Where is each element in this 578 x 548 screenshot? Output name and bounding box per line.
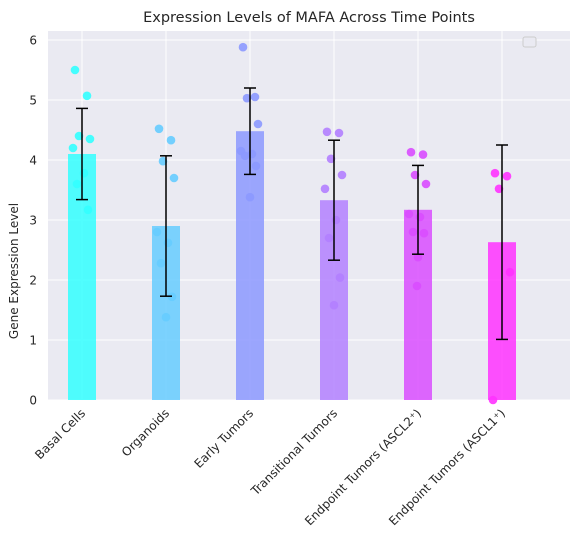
data-point — [156, 258, 166, 268]
y-tick-label: 6 — [29, 34, 37, 48]
data-point — [169, 173, 179, 183]
data-point — [79, 168, 89, 178]
data-point — [335, 273, 345, 282]
data-point — [505, 267, 515, 277]
y-tick-label: 2 — [29, 274, 37, 288]
data-point — [245, 192, 255, 202]
data-point — [320, 184, 330, 194]
data-point — [412, 281, 422, 291]
y-tick-labels: 0 1 2 3 4 5 6 — [29, 34, 37, 408]
y-axis-label: Gene Expression Level — [7, 203, 21, 339]
data-point — [410, 170, 420, 180]
data-point — [238, 42, 248, 52]
chart-title: Expression Levels of MAFA Across Time Po… — [143, 10, 475, 26]
data-point — [329, 300, 339, 310]
data-point — [152, 227, 162, 237]
bar — [236, 131, 264, 400]
y-tick-label: 4 — [29, 154, 37, 168]
data-point — [419, 228, 429, 238]
data-point — [331, 215, 341, 225]
data-point — [74, 131, 84, 141]
data-point — [82, 91, 92, 101]
y-tick-label: 5 — [29, 94, 37, 108]
data-point — [242, 93, 252, 103]
data-point — [502, 171, 512, 181]
y-tick-label: 3 — [29, 214, 37, 228]
data-point — [490, 168, 500, 178]
data-point — [163, 238, 173, 248]
scatter-points — [68, 42, 515, 405]
data-point — [404, 209, 414, 219]
data-point — [70, 65, 80, 75]
data-point — [166, 135, 176, 145]
data-point — [334, 128, 344, 138]
data-point — [250, 92, 260, 102]
error-bars — [76, 87, 508, 341]
data-point — [253, 119, 263, 129]
data-point — [158, 156, 168, 166]
data-point — [418, 150, 428, 159]
data-point — [154, 124, 164, 134]
y-tick-label: 0 — [29, 394, 37, 408]
data-point — [494, 184, 504, 194]
data-point — [415, 212, 425, 222]
data-point — [421, 179, 431, 189]
data-point — [326, 154, 336, 164]
data-point — [337, 170, 347, 180]
data-point — [72, 179, 82, 189]
data-point — [413, 252, 423, 262]
data-point — [161, 312, 171, 322]
data-point — [68, 143, 78, 153]
y-tick-label: 1 — [29, 334, 37, 348]
plot-area — [48, 31, 570, 400]
data-point — [406, 147, 416, 157]
data-point — [408, 227, 418, 237]
data-point — [83, 205, 93, 215]
data-point — [324, 233, 334, 243]
data-point — [85, 134, 95, 144]
data-point — [251, 161, 261, 171]
data-point — [488, 395, 498, 405]
legend-box — [522, 36, 537, 48]
data-point — [322, 127, 332, 137]
data-point — [240, 151, 250, 161]
